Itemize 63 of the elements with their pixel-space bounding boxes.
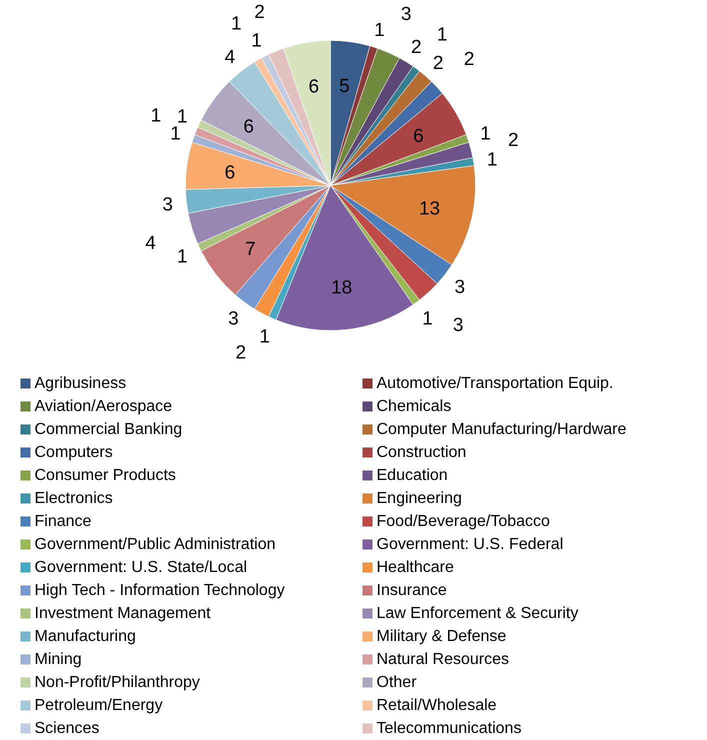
legend-label: Electronics — [34, 490, 113, 507]
data-label: 4 — [145, 232, 156, 254]
legend-label: Agribusiness — [34, 375, 126, 392]
data-label: 1 — [230, 13, 242, 34]
legend-label: Non-Profit/Philanthropy — [34, 674, 200, 691]
data-label: 2 — [254, 2, 265, 23]
legend-label: Commercial Banking — [34, 421, 182, 438]
data-label: 1 — [422, 308, 433, 330]
data-label: 6 — [413, 126, 424, 147]
data-label: 3 — [452, 315, 464, 336]
legend-label: Computer Manufacturing/Hardware — [376, 421, 626, 438]
data-label: 2 — [508, 130, 519, 152]
legend-label: High Tech - Information Technology — [34, 582, 285, 599]
legend-label: Construction — [376, 444, 466, 461]
data-label: 18 — [331, 277, 352, 298]
data-label: 1 — [251, 30, 262, 52]
data-label: 2 — [236, 342, 246, 364]
data-label: 2 — [432, 52, 444, 74]
legend-label: Aviation/Aerospace — [34, 398, 172, 415]
data-label: 2 — [411, 36, 422, 58]
legend-label: Retail/Wholesale — [376, 697, 497, 714]
legend-label: Government/Public Administration — [34, 536, 276, 553]
data-label: 6 — [243, 116, 254, 138]
data-label: 1 — [177, 246, 188, 268]
data-label: 6 — [308, 76, 320, 98]
data-label: 3 — [162, 194, 173, 216]
data-label: 1 — [480, 123, 491, 144]
legend-label: Petroleum/Energy — [34, 697, 163, 714]
data-label: 5 — [339, 76, 350, 97]
legend-label: Other — [376, 674, 418, 691]
data-label: 3 — [454, 277, 466, 298]
legend-label: Computers — [34, 444, 113, 461]
legend-label: Natural Resources — [376, 651, 509, 668]
legend-label: Consumer Products — [34, 467, 176, 484]
legend-label: Chemicals — [376, 398, 452, 415]
legend-label: Food/Beverage/Tobacco — [376, 513, 550, 530]
legend-label: Telecommunications — [376, 720, 522, 737]
data-label: 4 — [224, 47, 236, 68]
legend-label: Healthcare — [376, 559, 454, 576]
data-label: 6 — [224, 162, 236, 184]
legend-label: Education — [376, 467, 448, 484]
legend-label: Engineering — [376, 490, 462, 507]
data-label: 1 — [374, 20, 385, 42]
data-label: 2 — [464, 48, 474, 70]
legend-label: Mining — [34, 651, 82, 668]
legend-label: Sciences — [34, 720, 100, 737]
legend-label: Insurance — [376, 582, 447, 599]
legend-label: Government: U.S. Federal — [376, 536, 564, 553]
data-label: 1 — [486, 150, 498, 171]
legend-label: Manufacturing — [34, 628, 136, 645]
data-label: 7 — [245, 238, 256, 260]
legend-label: Military & Defense — [376, 628, 506, 645]
data-label: 3 — [400, 4, 412, 25]
legend-label: Automotive/Transportation Equip. — [376, 375, 614, 392]
legend-label: Finance — [34, 513, 92, 530]
legend-label: Law Enforcement & Security — [376, 605, 578, 622]
data-label: 3 — [228, 308, 239, 330]
legend-label: Investment Management — [34, 605, 212, 622]
data-label: 13 — [418, 198, 440, 220]
legend-label: Government: U.S. State/Local — [34, 559, 248, 576]
data-label: 1 — [150, 106, 162, 127]
data-label: 1 — [436, 24, 448, 46]
data-label: 1 — [259, 326, 270, 348]
